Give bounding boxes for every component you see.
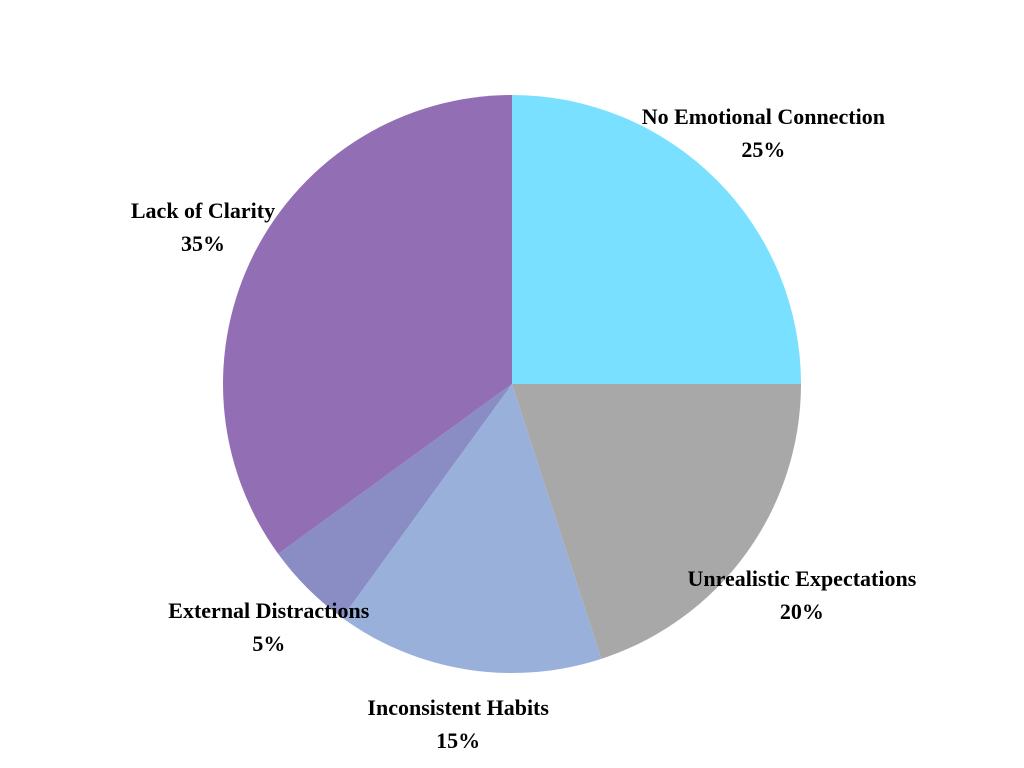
pie-slice-unrealistic-expectations [512,384,802,659]
slice-label-percent: 5% [252,631,286,657]
pie-slice-lack-of-clarity [223,95,513,554]
slice-label-percent: 25% [741,136,786,162]
slice-label-percent: 35% [180,230,225,256]
slice-label-unrealistic-expectations: Unrealistic Expectations 20% [688,562,917,628]
slice-label-name: Lack of Clarity [130,197,276,223]
slice-label-name: Unrealistic Expectations [687,565,917,591]
slice-label-name: Inconsistent Habits [367,694,549,720]
slice-label-name: No Emotional Connection [641,103,885,129]
pie-slice-external-distractions [278,384,512,618]
slice-label-lack-of-clarity: Lack of Clarity 35% [131,194,275,260]
slice-label-percent: 20% [779,598,824,624]
slice-label-percent: 15% [436,727,481,753]
slice-label-external-distractions: External Distractions 5% [168,594,369,660]
slice-label-no-emotional-connection: No Emotional Connection 25% [642,100,885,166]
slice-label-name: External Distractions [168,598,370,624]
pie-slice-inconsistent-habits [342,384,602,673]
slice-label-inconsistent-habits: Inconsistent Habits 15% [367,691,549,757]
pie-slice-no-emotional-connection [512,95,801,384]
